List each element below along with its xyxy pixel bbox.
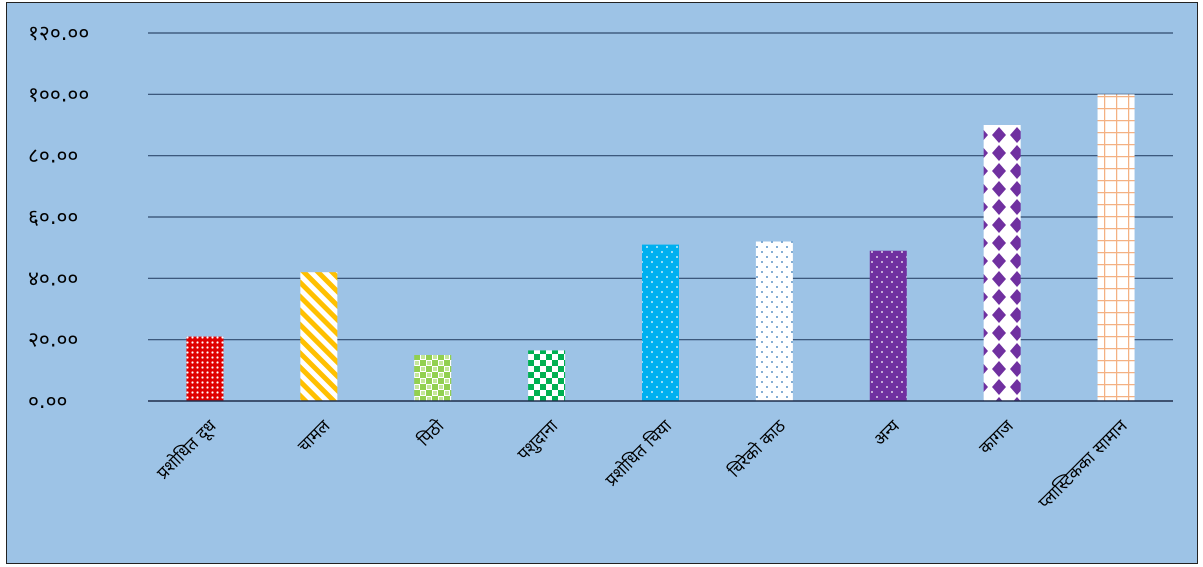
x-tick-label: प्रशोधित चिया (601, 415, 676, 490)
x-tick-label: पशुदाना (514, 416, 563, 465)
bar (186, 336, 224, 401)
bar (1097, 94, 1135, 401)
y-tick-label: ०.०० (28, 389, 67, 413)
y-tick-label: १२०.०० (28, 21, 89, 45)
x-tick-label: प्लास्टिकका सामान (1034, 415, 1132, 513)
y-tick-label: १००.०० (28, 82, 89, 106)
bar (869, 250, 907, 401)
x-tick-label: चामल (294, 416, 335, 457)
x-tick-label: कागज (976, 416, 1018, 458)
bar (300, 272, 338, 401)
x-tick-label: प्रशोधित दूध (153, 415, 221, 483)
y-axis-tick-labels: ०.०० २०.०० ४०.०० ६०.०० ८०.०० १००.०० १२०.०० (28, 21, 89, 413)
bars (186, 94, 1135, 401)
x-tick-label: पिठो (413, 415, 448, 450)
bar (983, 125, 1021, 401)
y-tick-label: ४०.०० (28, 266, 78, 290)
bar (642, 244, 679, 401)
bar (755, 241, 793, 401)
bar (528, 350, 566, 401)
x-tick-label: अन्य (870, 416, 905, 451)
x-tick-label: चिरेको काठ (724, 415, 791, 482)
y-tick-label: ८०.०० (28, 144, 78, 168)
bar (414, 355, 452, 401)
y-tick-label: ६०.०० (28, 205, 78, 229)
x-axis-category-labels: प्रशोधित दूध चामल पिठो पशुदाना प्रशोधित चिया… (153, 415, 1132, 513)
y-tick-label: २०.०० (28, 328, 78, 352)
